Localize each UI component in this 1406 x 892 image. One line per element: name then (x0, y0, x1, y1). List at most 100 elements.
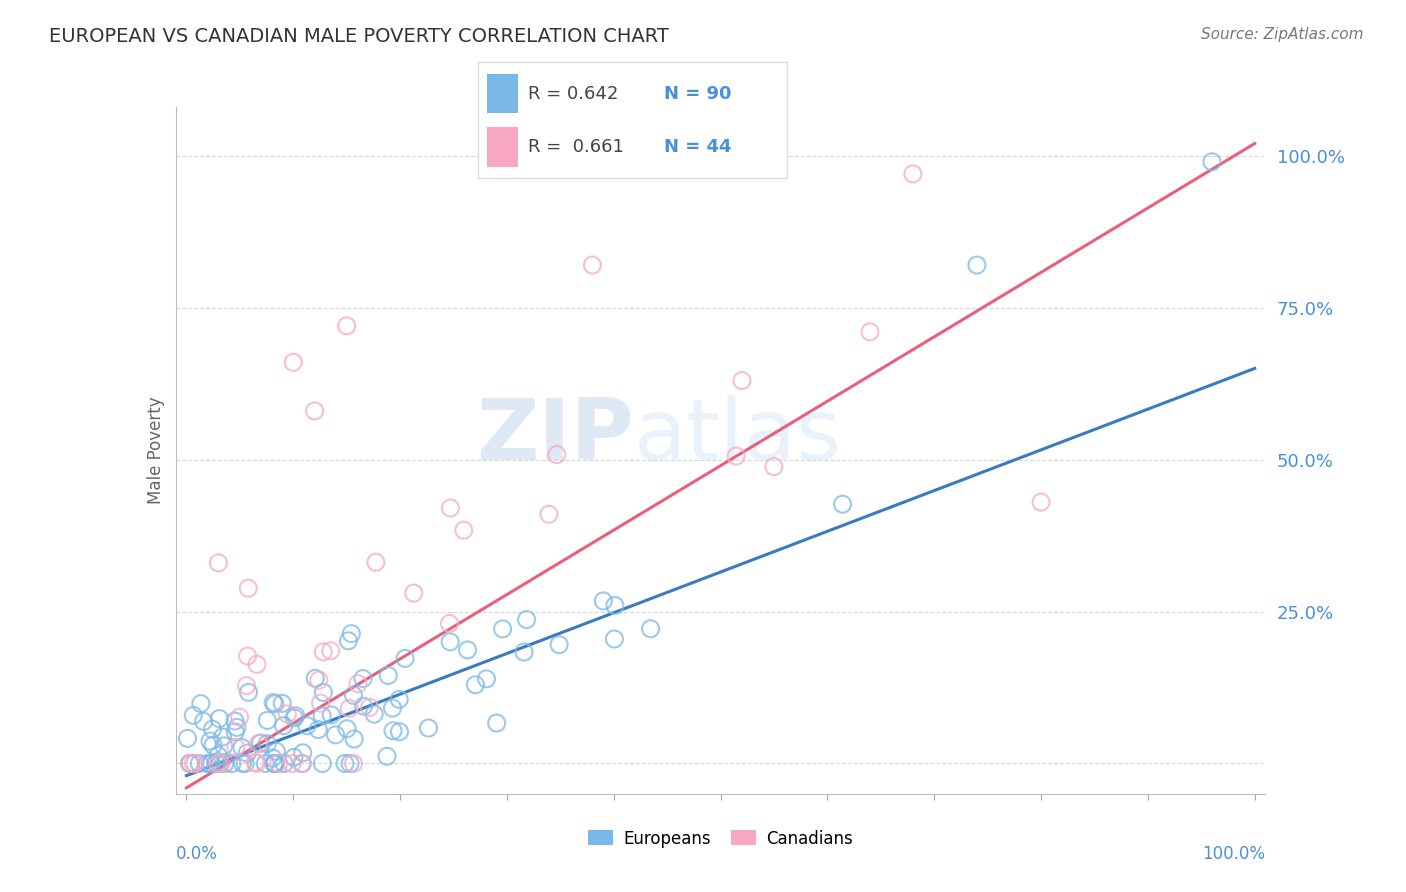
Text: R = 0.642: R = 0.642 (527, 85, 617, 103)
Point (235, 679, 257, 693)
Point (312, 685, 335, 699)
Point (291, 756, 314, 771)
Point (364, 555, 387, 569)
FancyBboxPatch shape (488, 74, 519, 113)
Point (353, 699, 375, 714)
Text: EUROPEAN VS CANADIAN MALE POVERTY CORRELATION CHART: EUROPEAN VS CANADIAN MALE POVERTY CORREL… (49, 27, 669, 45)
Point (343, 731, 366, 746)
Point (319, 644, 342, 658)
Point (262, 696, 284, 710)
Point (359, 700, 381, 714)
Point (537, 507, 560, 521)
Point (283, 750, 305, 764)
Point (831, 497, 853, 511)
Point (284, 708, 307, 723)
Point (640, 622, 662, 636)
Point (311, 708, 333, 723)
Point (224, 714, 246, 728)
Point (388, 724, 411, 739)
Point (231, 756, 253, 771)
Point (453, 523, 475, 537)
Point (603, 632, 626, 646)
Point (283, 711, 305, 725)
Point (179, 756, 201, 771)
Point (311, 756, 333, 771)
Point (226, 720, 249, 734)
FancyBboxPatch shape (488, 128, 519, 167)
Point (184, 756, 207, 771)
Text: N = 44: N = 44 (664, 138, 731, 156)
Point (581, 258, 603, 272)
Point (262, 751, 284, 765)
Point (271, 697, 294, 711)
Point (273, 719, 295, 733)
Point (247, 737, 270, 751)
Point (308, 673, 330, 687)
Point (418, 721, 440, 735)
Point (342, 756, 364, 771)
Point (225, 740, 247, 755)
Point (236, 648, 259, 663)
Point (276, 706, 298, 721)
Point (291, 746, 314, 760)
Text: ZIP: ZIP (475, 395, 633, 478)
Point (254, 756, 277, 771)
Point (195, 756, 218, 771)
Point (236, 746, 259, 760)
Point (238, 685, 260, 699)
Point (337, 633, 360, 648)
Point (516, 613, 538, 627)
Point (375, 749, 398, 764)
Point (231, 740, 253, 755)
Point (264, 756, 287, 771)
Point (295, 719, 318, 733)
Point (238, 581, 260, 595)
Point (340, 626, 363, 640)
Point (513, 645, 536, 659)
Point (309, 696, 332, 710)
Point (207, 748, 229, 763)
Point (267, 756, 290, 771)
Point (281, 756, 304, 771)
Point (1201, 154, 1223, 169)
Point (202, 738, 225, 752)
Point (224, 725, 246, 739)
Point (439, 501, 461, 516)
Point (181, 708, 204, 723)
Point (548, 638, 571, 652)
Point (464, 678, 486, 692)
Point (207, 556, 229, 570)
Point (377, 668, 399, 682)
Text: 0.0%: 0.0% (176, 846, 218, 863)
Point (342, 688, 364, 702)
Point (402, 586, 425, 600)
Point (179, 756, 201, 771)
Point (256, 714, 278, 728)
Point (603, 599, 626, 613)
Point (347, 676, 370, 690)
Point (198, 734, 221, 748)
Point (731, 374, 754, 388)
Point (363, 707, 385, 722)
Point (266, 744, 288, 758)
Point (304, 671, 326, 685)
Point (592, 594, 614, 608)
Point (200, 756, 222, 771)
Y-axis label: Male Poverty: Male Poverty (146, 397, 165, 504)
Point (304, 404, 326, 418)
Point (290, 756, 312, 771)
Point (201, 722, 224, 736)
Point (388, 692, 411, 706)
Point (221, 756, 243, 771)
Point (762, 459, 785, 474)
Point (491, 622, 513, 636)
Point (246, 657, 269, 672)
Point (394, 651, 416, 665)
Point (249, 736, 271, 750)
Point (208, 756, 231, 771)
Point (325, 728, 347, 742)
Point (312, 645, 335, 659)
Point (228, 710, 250, 724)
Point (190, 697, 212, 711)
Point (263, 756, 285, 771)
